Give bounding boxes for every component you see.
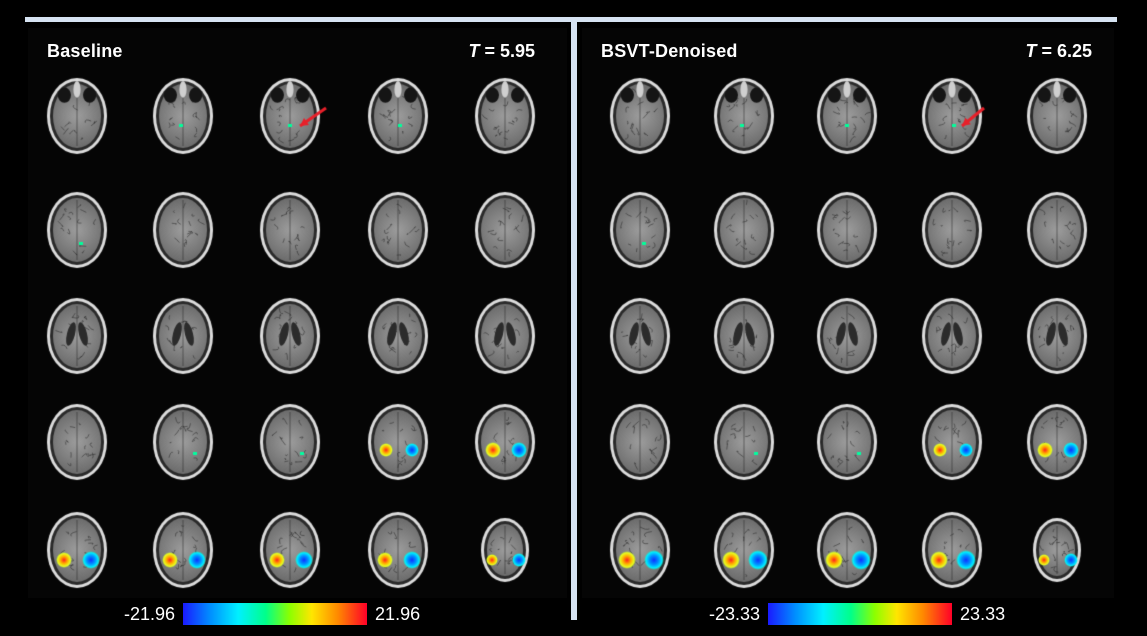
panel-title-baseline: Baseline — [47, 41, 123, 61]
colorbar-gradient — [183, 603, 368, 625]
colorbar-max-label: 23.33 — [960, 603, 1006, 624]
baseline-panel: Baseline T = 5.95 — [28, 28, 567, 598]
panel-title-denoised: BSVT-Denoised — [601, 41, 738, 61]
t-statistic-baseline: T = 5.95 — [468, 41, 535, 62]
t-value: = 5.95 — [479, 41, 535, 61]
denoised-panel: BSVT-Denoised T = 6.25 — [582, 28, 1114, 598]
center-divider-line — [571, 22, 577, 620]
denoised-mri-slice-grid — [582, 28, 1114, 598]
top-divider-line — [25, 17, 1117, 22]
colorbar-min-label: -23.33 — [709, 603, 761, 624]
colorbar-gradient — [768, 603, 953, 625]
t-symbol: T — [468, 41, 480, 61]
t-statistic-denoised: T = 6.25 — [1025, 41, 1092, 62]
t-value: = 6.25 — [1036, 41, 1092, 61]
baseline-colorbar: -21.96 21.96 — [124, 602, 420, 626]
colorbar-min-label: -21.96 — [124, 603, 176, 624]
denoised-colorbar: -23.33 23.33 — [709, 602, 1005, 626]
colorbar-max-label: 21.96 — [375, 603, 421, 624]
baseline-mri-slice-grid — [28, 28, 567, 598]
t-symbol: T — [1025, 41, 1037, 61]
